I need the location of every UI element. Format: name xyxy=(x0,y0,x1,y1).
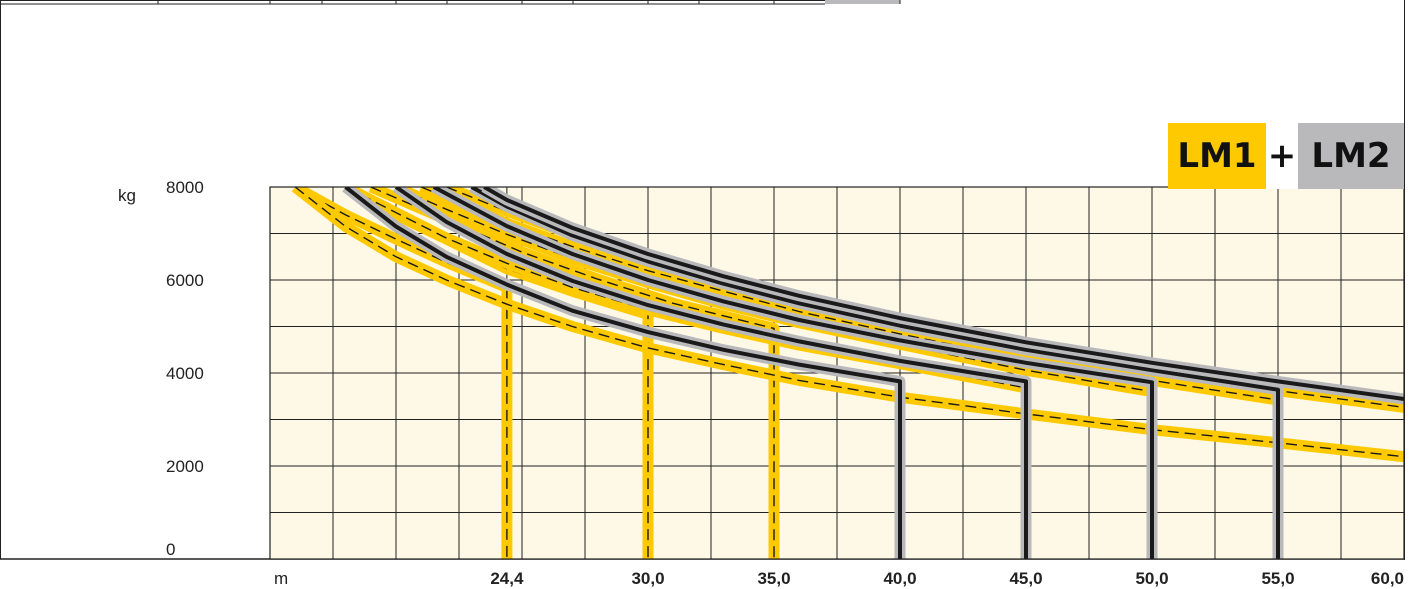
y-tick-label: 2000 xyxy=(166,457,204,476)
x-axis-ticks: 24,4 30,0 35,0 40,0 45,0 50,0 55,0 60,0 xyxy=(490,569,1404,588)
series-lm1-lm2-boom-60-0 xyxy=(481,187,1404,405)
x-tick-label: 35,0 xyxy=(757,569,790,588)
series-lm1-boom-40-0 xyxy=(291,187,1404,463)
series-line xyxy=(294,187,1404,458)
x-tick-label: 50,0 xyxy=(1135,569,1168,588)
series-line xyxy=(344,187,902,559)
badge-plus: + xyxy=(1266,123,1298,189)
series-lm1-boom-24-4 xyxy=(292,187,513,559)
x-tick-label: 45,0 xyxy=(1009,569,1042,588)
series-line xyxy=(294,187,508,559)
series-lm1-lm2-boom-55-0 xyxy=(468,187,1284,559)
series-line xyxy=(470,187,1280,559)
series-line xyxy=(483,187,1404,401)
badge-lm1: LM1 xyxy=(1168,123,1266,189)
x-tick-label: 30,0 xyxy=(631,569,664,588)
plot-border xyxy=(269,186,1405,560)
x-axis-unit-label: m xyxy=(274,569,288,588)
series-lm1-lm2-boom-40-0 xyxy=(342,187,906,559)
y-tick-label: 8000 xyxy=(166,178,204,197)
y-tick-label: 0 xyxy=(166,540,175,559)
x-tick-label: 55,0 xyxy=(1261,569,1294,588)
configuration-badges: LM1 + LM2 xyxy=(1168,123,1404,189)
x-tick-label: 24,4 xyxy=(490,569,524,588)
y-tick-label: 6000 xyxy=(166,271,204,290)
curves xyxy=(291,187,1404,559)
y-axis-unit-label: kg xyxy=(118,186,136,205)
series-lm1-lm2-boom-50-0 xyxy=(431,187,1158,559)
x-tick-label: 60,0 xyxy=(1371,569,1404,588)
plot-area xyxy=(269,186,1405,560)
badge-lm2: LM2 xyxy=(1298,123,1404,189)
series-line xyxy=(394,187,1028,559)
series-line xyxy=(370,187,775,559)
series-lm1-lm2-boom-45-0 xyxy=(392,187,1032,559)
x-tick-label: 40,0 xyxy=(883,569,916,588)
top-table-fragment xyxy=(0,0,901,5)
y-tick-label: 4000 xyxy=(166,364,204,383)
series-line xyxy=(432,187,1154,559)
y-axis-ticks: 8000 6000 4000 2000 0 xyxy=(166,178,204,559)
